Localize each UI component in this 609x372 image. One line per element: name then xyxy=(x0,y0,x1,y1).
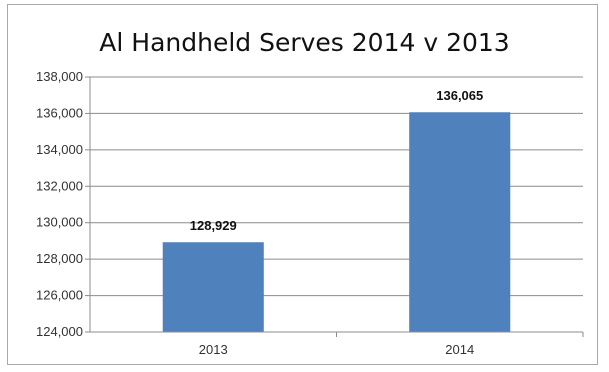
y-tick-label: 138,000 xyxy=(36,69,83,84)
y-tick-label: 126,000 xyxy=(36,288,83,303)
y-tick-label: 124,000 xyxy=(36,324,83,339)
data-label-2014: 136,065 xyxy=(436,88,483,103)
x-tick-label: 2014 xyxy=(445,342,474,357)
y-tick-label: 130,000 xyxy=(36,215,83,230)
data-label-2013: 128,929 xyxy=(190,218,237,233)
labels: 124,000 126,000 128,000 130,000 132,000 134,0… xyxy=(36,69,483,357)
bars xyxy=(162,112,511,332)
axes xyxy=(85,76,584,337)
y-tick-label: 136,000 xyxy=(36,105,83,120)
y-tick-label: 128,000 xyxy=(36,251,83,266)
y-tick-label: 132,000 xyxy=(36,178,83,193)
x-tick-label: 2013 xyxy=(199,342,228,357)
bar-2013 xyxy=(162,242,264,332)
chart-title: Al Handheld Serves 2014 v 2013 xyxy=(99,28,510,57)
bar-2014 xyxy=(409,112,511,332)
y-tick-label: 134,000 xyxy=(36,142,83,157)
